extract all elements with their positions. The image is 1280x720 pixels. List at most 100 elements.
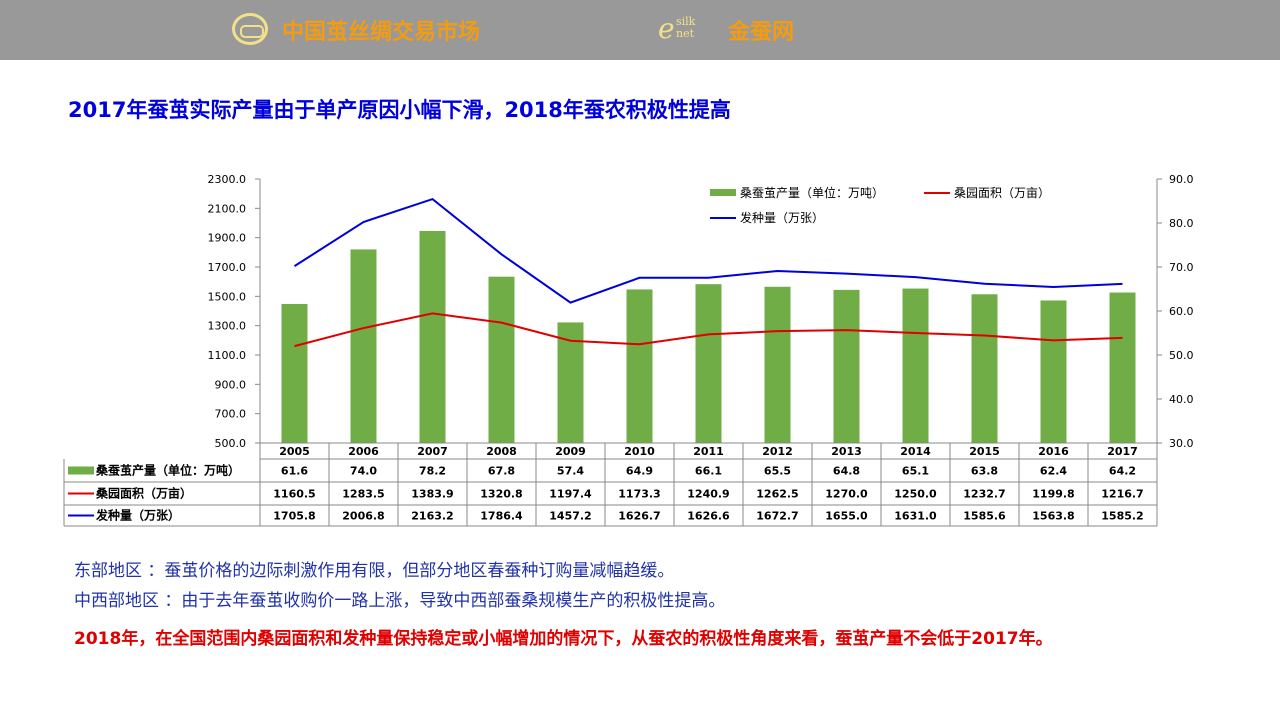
bar-2010 bbox=[626, 289, 653, 443]
page-title: 2017年蚕茧实际产量由于单产原因小幅下滑，2018年蚕农积极性提高 bbox=[68, 98, 731, 122]
table-cell: 1631.0 bbox=[894, 510, 937, 523]
right-tick-label: 30.0 bbox=[1169, 437, 1194, 450]
bar-2016 bbox=[1040, 300, 1067, 443]
right-tick-label: 80.0 bbox=[1169, 217, 1194, 230]
bar-2009 bbox=[557, 322, 584, 443]
note-midwest: 中西部地区 ：由于去年蚕茧收购价一路上涨，导致中西部蚕桑规模生产的积极性提高。 bbox=[74, 591, 726, 611]
left-tick-label: 1700.0 bbox=[208, 261, 247, 274]
table-cell: 1262.5 bbox=[756, 488, 798, 501]
table-cell: 2006.8 bbox=[342, 510, 384, 523]
category-label: 2016 bbox=[1038, 445, 1069, 458]
table-cell: 2163.2 bbox=[411, 510, 453, 523]
note-east: 东部地区 ：蚕茧价格的边际刺激作用有限，但部分地区春蚕种订购量减幅趋缓。 bbox=[74, 561, 675, 581]
right-tick-label: 90.0 bbox=[1169, 173, 1194, 186]
brand-right: 金蚕网 bbox=[728, 20, 795, 45]
category-label: 2007 bbox=[417, 445, 448, 458]
legend-bar-swatch bbox=[710, 189, 736, 196]
table-row-label: 桑蚕茧产量（单位：万吨） bbox=[96, 463, 240, 478]
table-cell: 1672.7 bbox=[756, 510, 798, 523]
left-tick-label: 1300.0 bbox=[208, 320, 247, 333]
table-cell: 64.9 bbox=[626, 465, 653, 478]
bar-2008 bbox=[488, 276, 515, 443]
table-cell: 1240.9 bbox=[687, 488, 729, 501]
top-banner: 中国茧丝绸交易市场 e silk net 金蚕网 bbox=[0, 0, 1280, 60]
table-cell: 65.1 bbox=[902, 465, 929, 478]
table-cell: 62.4 bbox=[1040, 465, 1067, 478]
table-cell: 1383.9 bbox=[411, 488, 453, 501]
category-label: 2015 bbox=[969, 445, 1000, 458]
category-label: 2011 bbox=[693, 445, 724, 458]
category-label: 2017 bbox=[1107, 445, 1138, 458]
table-row-label: 桑园面积（万亩） bbox=[96, 486, 192, 501]
table-cell: 61.6 bbox=[281, 465, 308, 478]
table-cell: 1705.8 bbox=[273, 510, 315, 523]
brand-left: 中国茧丝绸交易市场 bbox=[282, 20, 481, 45]
left-tick-label: 700.0 bbox=[215, 408, 247, 421]
left-tick-label: 1100.0 bbox=[208, 349, 247, 362]
category-label: 2005 bbox=[279, 445, 310, 458]
table-cell: 1197.4 bbox=[549, 488, 592, 501]
bar-2007 bbox=[419, 230, 446, 443]
category-label: 2009 bbox=[555, 445, 586, 458]
table-cell: 1283.5 bbox=[342, 488, 384, 501]
table-swatch bbox=[68, 466, 94, 475]
legend-blue-label: 发种量（万张） bbox=[740, 210, 824, 225]
left-tick-label: 500.0 bbox=[215, 437, 247, 450]
table-row-label: 发种量（万张） bbox=[95, 508, 180, 523]
right-tick-label: 40.0 bbox=[1169, 393, 1194, 406]
table-cell: 1457.2 bbox=[549, 510, 591, 523]
bar-2011 bbox=[695, 284, 722, 443]
table-cell: 1786.4 bbox=[480, 510, 523, 523]
bar-2015 bbox=[971, 294, 998, 443]
table-cell: 64.8 bbox=[833, 465, 860, 478]
table-cell: 66.1 bbox=[695, 465, 722, 478]
category-label: 2008 bbox=[486, 445, 517, 458]
right-tick-label: 60.0 bbox=[1169, 305, 1194, 318]
table-cell: 78.2 bbox=[419, 465, 446, 478]
table-cell: 1160.5 bbox=[273, 488, 315, 501]
table-cell: 1173.3 bbox=[618, 488, 660, 501]
table-cell: 57.4 bbox=[557, 465, 584, 478]
category-label: 2013 bbox=[831, 445, 862, 458]
table-cell: 1585.6 bbox=[963, 510, 1006, 523]
table-cell: 1216.7 bbox=[1101, 488, 1143, 501]
left-tick-label: 1500.0 bbox=[208, 290, 247, 303]
category-label: 2006 bbox=[348, 445, 379, 458]
table-cell: 1320.8 bbox=[480, 488, 522, 501]
table-cell: 64.2 bbox=[1109, 465, 1136, 478]
right-tick-label: 70.0 bbox=[1169, 261, 1194, 274]
legend-red-label: 桑园面积（万亩） bbox=[954, 185, 1050, 200]
category-label: 2014 bbox=[900, 445, 931, 458]
esilk-logo-icon: e silk net bbox=[658, 12, 696, 45]
bar-2013 bbox=[833, 289, 860, 443]
table-cell: 1626.6 bbox=[687, 510, 730, 523]
mulberry-line bbox=[294, 312, 1123, 348]
legend-bar-label: 桑蚕茧产量（单位：万吨） bbox=[740, 185, 884, 200]
table-cell: 1563.8 bbox=[1032, 510, 1074, 523]
table-cell: 1585.2 bbox=[1101, 510, 1143, 523]
table-cell: 1270.0 bbox=[825, 488, 868, 501]
table-cell: 1250.0 bbox=[894, 488, 937, 501]
left-tick-label: 900.0 bbox=[215, 378, 247, 391]
left-tick-label: 2300.0 bbox=[208, 173, 247, 186]
bar-2012 bbox=[764, 286, 791, 443]
market-logo-icon bbox=[232, 13, 268, 45]
table-cell: 65.5 bbox=[764, 465, 791, 478]
table-cell: 1626.7 bbox=[618, 510, 660, 523]
table-cell: 1232.7 bbox=[963, 488, 1005, 501]
bar-2006 bbox=[350, 249, 377, 443]
table-cell: 1655.0 bbox=[825, 510, 868, 523]
seed-line bbox=[293, 197, 1123, 304]
bar-2017 bbox=[1109, 292, 1136, 443]
table-cell: 63.8 bbox=[971, 465, 998, 478]
bar-2014 bbox=[902, 288, 929, 443]
left-tick-label: 1900.0 bbox=[208, 232, 247, 245]
bar-2005 bbox=[281, 303, 308, 443]
category-label: 2012 bbox=[762, 445, 793, 458]
conclusion: 2018年，在全国范围内桑园面积和发种量保持稳定或小幅增加的情况下，从蚕农的积极… bbox=[74, 629, 1053, 649]
left-tick-label: 2100.0 bbox=[208, 202, 247, 215]
table-cell: 67.8 bbox=[488, 465, 515, 478]
table-cell: 1199.8 bbox=[1032, 488, 1074, 501]
category-label: 2010 bbox=[624, 445, 655, 458]
